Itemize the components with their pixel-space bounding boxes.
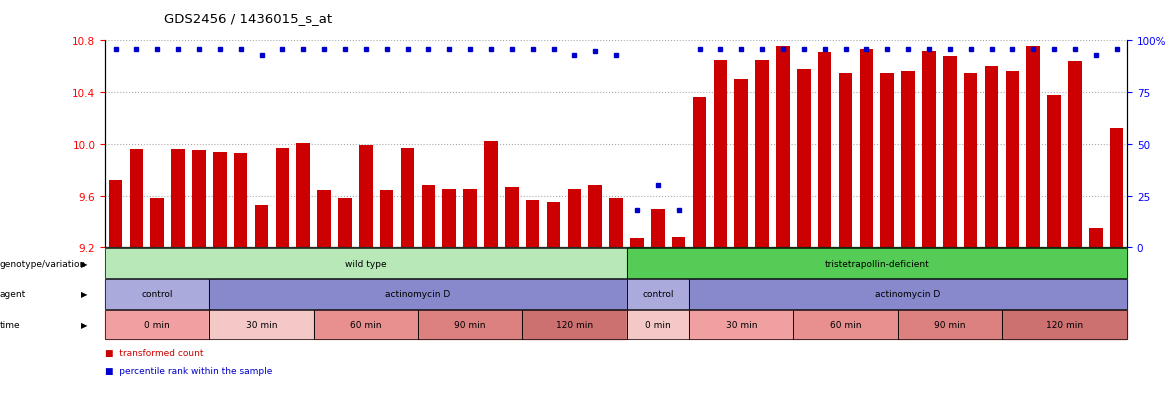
Bar <box>359 146 373 248</box>
Bar <box>485 142 498 248</box>
Bar <box>631 239 644 248</box>
Bar <box>130 150 144 248</box>
Bar <box>401 148 415 248</box>
Text: GDS2456 / 1436015_s_at: GDS2456 / 1436015_s_at <box>164 12 332 25</box>
Bar <box>672 237 686 248</box>
Text: ■  transformed count: ■ transformed count <box>105 348 203 357</box>
Text: 120 min: 120 min <box>556 320 593 329</box>
Text: actinomycin D: actinomycin D <box>876 290 940 299</box>
Bar <box>193 151 206 248</box>
Bar <box>505 187 519 248</box>
Text: ▶: ▶ <box>81 259 88 268</box>
Bar <box>422 186 436 248</box>
Bar <box>547 203 561 248</box>
Bar <box>651 209 665 248</box>
Text: ■  percentile rank within the sample: ■ percentile rank within the sample <box>105 366 272 375</box>
Bar <box>756 61 769 248</box>
Bar <box>797 70 811 248</box>
Bar <box>380 191 394 248</box>
Text: ▶: ▶ <box>81 290 88 299</box>
Bar <box>255 205 269 248</box>
Text: 60 min: 60 min <box>829 320 861 329</box>
Bar <box>443 190 456 248</box>
Bar <box>526 200 540 248</box>
Bar <box>1110 129 1124 248</box>
Bar <box>276 148 290 248</box>
Bar <box>902 72 915 248</box>
Bar <box>464 190 477 248</box>
Text: wild type: wild type <box>345 259 387 268</box>
Bar <box>964 74 978 248</box>
Bar <box>1069 62 1082 248</box>
Bar <box>714 61 728 248</box>
Text: actinomycin D: actinomycin D <box>385 290 451 299</box>
Bar <box>923 52 936 248</box>
Bar <box>297 143 310 248</box>
Bar <box>339 199 352 248</box>
Bar <box>860 50 874 248</box>
Bar <box>151 199 164 248</box>
Text: 60 min: 60 min <box>350 320 382 329</box>
Bar <box>818 53 832 248</box>
Text: control: control <box>141 290 173 299</box>
Text: control: control <box>642 290 674 299</box>
Text: tristetrapollin-deficient: tristetrapollin-deficient <box>825 259 930 268</box>
Bar <box>172 150 185 248</box>
Bar <box>943 57 957 248</box>
Bar <box>213 152 227 248</box>
Text: 30 min: 30 min <box>725 320 757 329</box>
Text: genotype/variation: genotype/variation <box>0 259 86 268</box>
Text: 90 min: 90 min <box>934 320 966 329</box>
Bar <box>318 191 331 248</box>
Bar <box>839 74 853 248</box>
Bar <box>985 67 999 248</box>
Bar <box>589 186 602 248</box>
Bar <box>693 98 707 248</box>
Bar <box>1027 47 1040 248</box>
Bar <box>1089 228 1103 248</box>
Bar <box>568 190 582 248</box>
Bar <box>234 154 248 248</box>
Bar <box>881 74 894 248</box>
Bar <box>777 47 790 248</box>
Bar <box>735 80 748 248</box>
Text: agent: agent <box>0 290 26 299</box>
Bar <box>610 199 623 248</box>
Bar <box>109 180 123 248</box>
Text: time: time <box>0 320 21 329</box>
Text: 0 min: 0 min <box>645 320 670 329</box>
Text: 30 min: 30 min <box>245 320 277 329</box>
Bar <box>1006 72 1020 248</box>
Text: 120 min: 120 min <box>1047 320 1083 329</box>
Bar <box>1048 95 1061 248</box>
Text: 90 min: 90 min <box>454 320 486 329</box>
Text: 0 min: 0 min <box>145 320 171 329</box>
Text: ▶: ▶ <box>81 320 88 329</box>
